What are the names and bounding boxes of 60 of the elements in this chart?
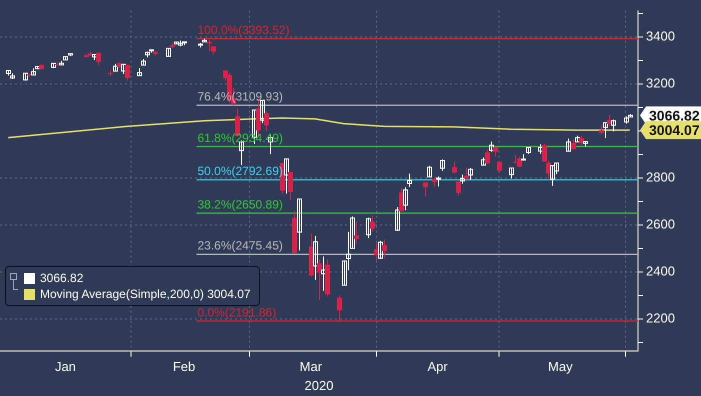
candlestick <box>407 173 412 188</box>
candlestick <box>313 235 318 280</box>
candlestick <box>440 159 445 172</box>
candlestick <box>382 239 387 258</box>
candlestick <box>207 39 212 52</box>
candlestick <box>452 161 457 174</box>
candlestick <box>297 198 302 251</box>
candlestick <box>125 64 130 82</box>
x-tick-label: May <box>548 359 574 374</box>
candlestick <box>460 174 465 184</box>
text: 3004.07 <box>649 122 700 138</box>
candlestick <box>370 214 375 232</box>
candlestick <box>321 256 326 292</box>
candlestick <box>517 156 522 168</box>
candlestick <box>464 167 469 180</box>
candlestick <box>423 182 428 198</box>
candlestick <box>337 294 342 322</box>
ref-line-label: 100.0%(3393.52) <box>197 22 290 37</box>
legend-label: 3066.82 <box>40 271 84 285</box>
candlestick <box>436 176 441 188</box>
x-tick-label: Mar <box>300 359 323 374</box>
y-tick-label: 2600 <box>646 216 675 232</box>
y-tick-label: 3200 <box>646 76 675 91</box>
x-axis-title: 2020 <box>304 378 334 393</box>
text: 3066.82 <box>649 107 700 124</box>
candlestick <box>509 167 514 180</box>
candlestick <box>489 141 494 152</box>
candlestick <box>571 139 576 150</box>
candlestick <box>317 258 322 301</box>
candlestick <box>485 149 490 164</box>
y-tick-label: 2400 <box>646 264 675 279</box>
x-tick-label: Apr <box>427 359 448 374</box>
y-tick-label: 2200 <box>646 310 675 326</box>
candlestick <box>403 186 408 211</box>
candlestick <box>611 119 616 132</box>
candlestick <box>378 240 383 260</box>
ref-line-label: 23.6%(2475.45) <box>197 238 283 253</box>
candlestick <box>538 144 543 154</box>
ref-line-label: 38.2%(2650.89) <box>197 197 283 212</box>
candlestick <box>456 180 461 196</box>
y-tick-label: 3400 <box>646 28 675 44</box>
candlestick <box>121 63 126 75</box>
candlestick <box>264 111 269 132</box>
candlestick <box>579 136 584 146</box>
candlestick <box>395 206 400 232</box>
candlestick <box>284 158 289 194</box>
ref-line-label: 0.0%(2191.86) <box>197 305 276 320</box>
candlestick <box>354 220 359 244</box>
candlestick <box>566 138 571 152</box>
candlestick <box>603 122 608 139</box>
y-tick-label: 2800 <box>646 170 675 185</box>
x-tick-label: Feb <box>172 359 196 374</box>
candlestick <box>366 217 371 239</box>
candlestick <box>432 177 437 188</box>
candlestick <box>427 165 432 178</box>
candlestick <box>288 171 293 200</box>
legend-label: Moving Average(Simple,200,0) 3004.07 <box>40 287 251 301</box>
x-tick-label: Jan <box>54 359 76 374</box>
candlestick <box>550 165 555 186</box>
candlestick <box>468 167 473 180</box>
